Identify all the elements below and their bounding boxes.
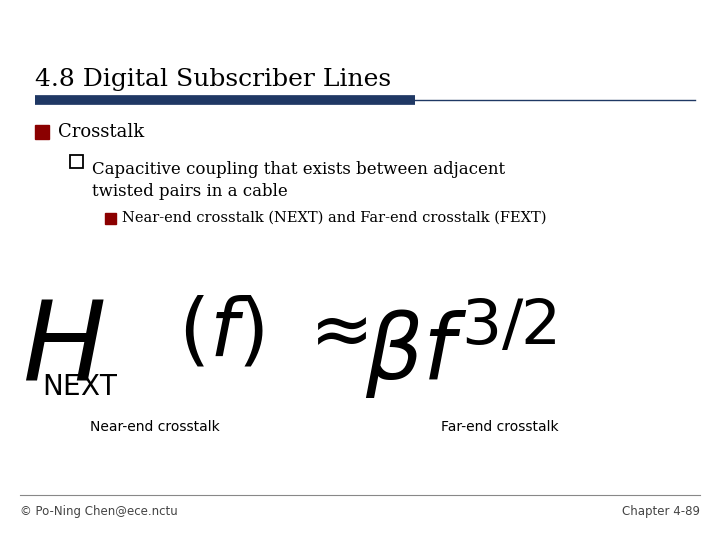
Text: $\mathit{H}$: $\mathit{H}$ (22, 295, 104, 402)
Text: Far-end crosstalk: Far-end crosstalk (441, 420, 559, 434)
Bar (105, 213, 116, 224)
Bar (70, 155, 83, 168)
Text: Near-end crosstalk (NEXT) and Far-end crosstalk (FEXT): Near-end crosstalk (NEXT) and Far-end cr… (122, 211, 546, 225)
Text: Chapter 4-89: Chapter 4-89 (622, 505, 700, 518)
Bar (35, 125, 49, 139)
Text: $\mathrm{NEXT}$: $\mathrm{NEXT}$ (42, 373, 118, 401)
Text: $\mathit{(f)}$: $\mathit{(f)}$ (178, 295, 264, 373)
Text: Crosstalk: Crosstalk (58, 123, 144, 141)
Text: 4.8 Digital Subscriber Lines: 4.8 Digital Subscriber Lines (35, 68, 391, 91)
Text: $\approx$: $\approx$ (295, 295, 368, 369)
Text: Capacitive coupling that exists between adjacent
twisted pairs in a cable: Capacitive coupling that exists between … (92, 161, 505, 200)
Text: $\mathit{\beta f}^{3/2}$: $\mathit{\beta f}^{3/2}$ (365, 295, 557, 401)
Text: Near-end crosstalk: Near-end crosstalk (90, 420, 220, 434)
Text: © Po-Ning Chen@ece.nctu: © Po-Ning Chen@ece.nctu (20, 505, 178, 518)
